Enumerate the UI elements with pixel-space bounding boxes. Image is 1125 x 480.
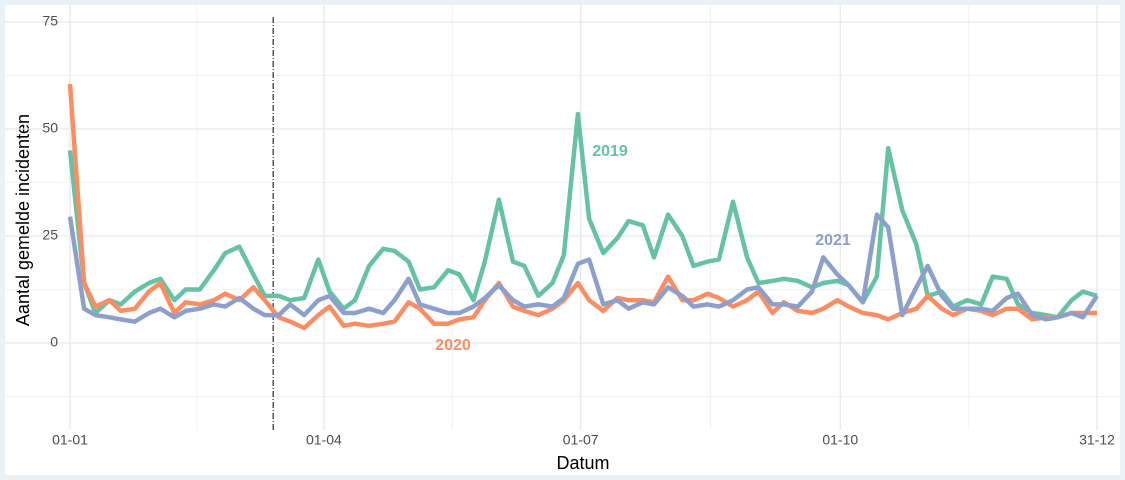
series-label: 2020: [435, 337, 471, 354]
series-label: 2019: [592, 143, 628, 160]
series-line: [67, 111, 1098, 320]
x-tick-label: 01-10: [822, 432, 858, 448]
y-tick-label: 75: [42, 13, 58, 29]
y-axis-title: Aantal gemelde incidenten: [13, 114, 33, 326]
x-tick-label: 01-07: [563, 432, 599, 448]
y-tick-label: 50: [42, 120, 58, 136]
y-tick-label: 0: [50, 334, 58, 350]
series-line: [67, 212, 1099, 324]
series-label: 2021: [815, 232, 851, 249]
x-axis-title: Datum: [556, 453, 609, 473]
x-tick-label: 01-01: [52, 432, 88, 448]
y-tick-label: 25: [42, 227, 58, 243]
x-tick-label: 31-12: [1079, 432, 1115, 448]
x-tick-label: 01-04: [306, 432, 342, 448]
